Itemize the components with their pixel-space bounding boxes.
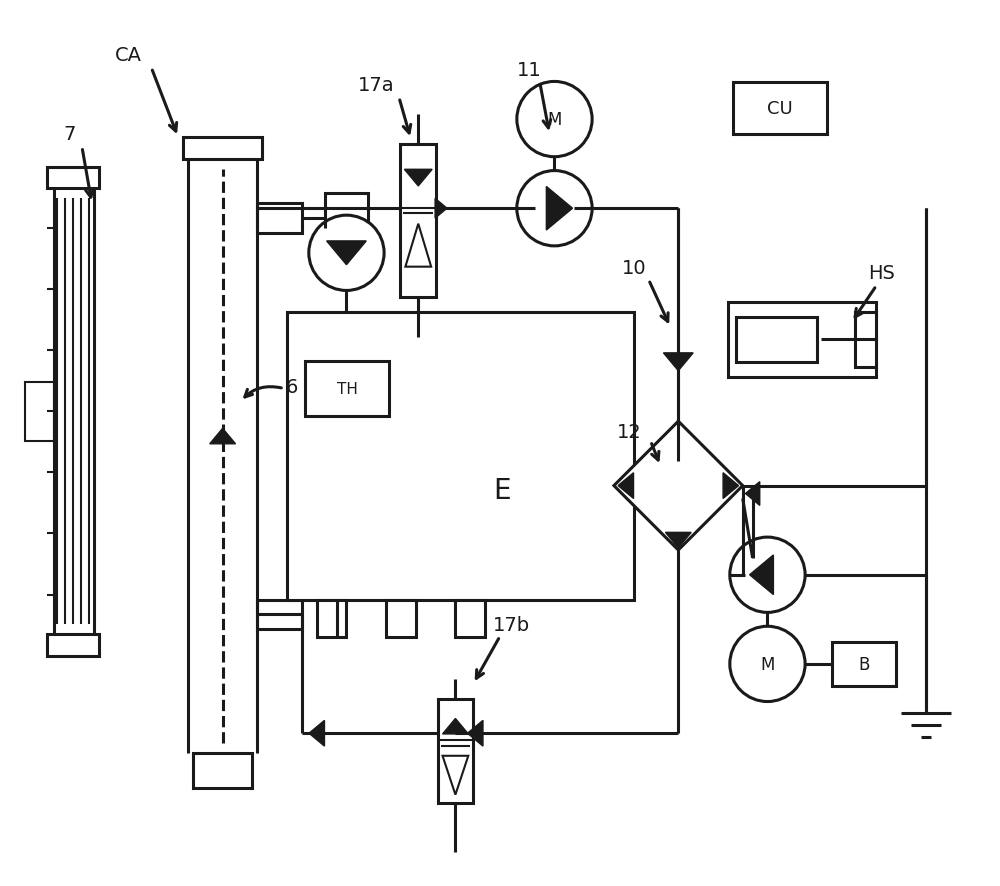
Polygon shape <box>443 756 468 795</box>
Bar <box>386 600 416 637</box>
Text: 17a: 17a <box>358 76 394 95</box>
Text: M: M <box>547 111 562 129</box>
Text: B: B <box>858 655 870 673</box>
Text: E: E <box>493 477 511 505</box>
Text: 17b: 17b <box>493 615 530 634</box>
Polygon shape <box>618 473 634 499</box>
Bar <box>733 83 827 135</box>
Bar <box>832 642 896 686</box>
Polygon shape <box>723 473 739 499</box>
Text: 12: 12 <box>616 422 641 441</box>
Bar <box>287 313 634 600</box>
Text: CA: CA <box>115 46 142 65</box>
Polygon shape <box>404 170 432 187</box>
Text: M: M <box>760 655 775 673</box>
Circle shape <box>517 171 592 246</box>
Bar <box>438 699 473 803</box>
Bar <box>25 382 54 441</box>
Bar <box>305 361 389 416</box>
Polygon shape <box>443 719 468 734</box>
Text: 11: 11 <box>517 61 542 80</box>
Polygon shape <box>210 429 236 444</box>
Bar <box>47 167 99 190</box>
Text: 10: 10 <box>621 259 646 278</box>
Polygon shape <box>468 720 483 746</box>
Polygon shape <box>745 482 760 506</box>
Polygon shape <box>665 532 691 548</box>
Bar <box>183 137 262 159</box>
Text: 6: 6 <box>286 377 298 397</box>
Text: HS: HS <box>868 264 895 283</box>
Bar <box>855 313 876 368</box>
Circle shape <box>730 538 805 613</box>
Circle shape <box>309 216 384 291</box>
Text: 7: 7 <box>63 125 75 144</box>
Bar <box>400 144 436 298</box>
Text: CU: CU <box>767 100 793 118</box>
Polygon shape <box>663 354 693 371</box>
Polygon shape <box>750 556 773 595</box>
Bar <box>47 634 99 657</box>
Polygon shape <box>309 720 324 746</box>
Bar <box>455 600 485 637</box>
Bar <box>325 194 368 229</box>
Bar <box>257 204 302 234</box>
Bar <box>193 753 252 788</box>
Circle shape <box>730 626 805 702</box>
Polygon shape <box>614 422 743 550</box>
Bar <box>728 303 876 377</box>
Polygon shape <box>405 224 431 268</box>
Polygon shape <box>327 242 366 266</box>
Bar <box>317 600 346 637</box>
Bar <box>736 318 817 362</box>
Text: TH: TH <box>337 382 357 396</box>
Polygon shape <box>435 199 447 219</box>
Bar <box>257 600 302 630</box>
Circle shape <box>517 82 592 158</box>
Polygon shape <box>546 187 573 230</box>
